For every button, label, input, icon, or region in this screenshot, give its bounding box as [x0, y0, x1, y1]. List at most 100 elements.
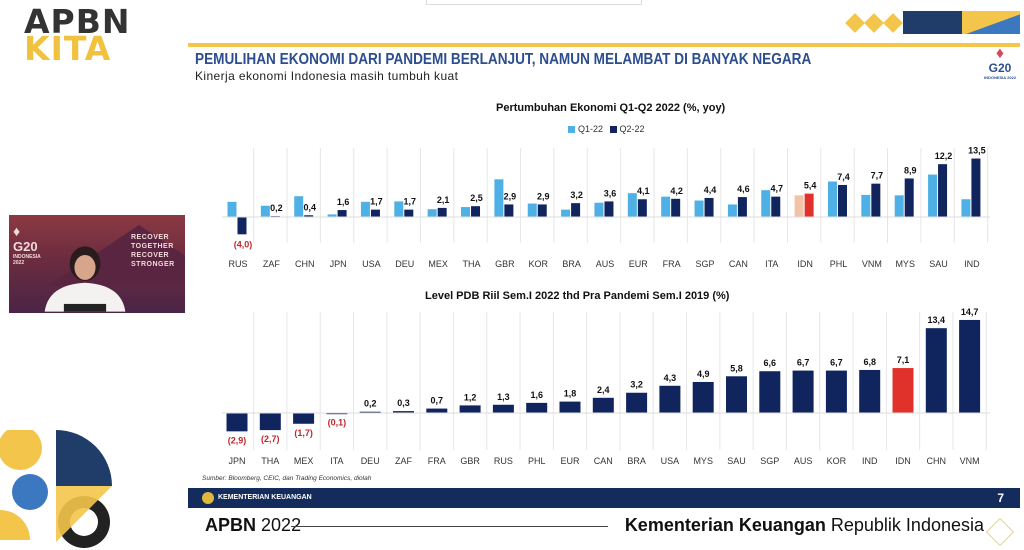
data-label: 1,6: [530, 390, 543, 400]
category-label: DEU: [395, 259, 414, 269]
category-label: MYS: [895, 259, 915, 269]
bar-q1-kor: [527, 203, 537, 217]
category-label: SGP: [760, 456, 779, 466]
footer-label: KEMENTERIAN KEUANGAN: [218, 494, 312, 501]
data-label: 2,4: [597, 385, 610, 395]
bar-q1-usa: [360, 201, 370, 217]
category-label: ITA: [765, 259, 778, 269]
bar-q2-mys: [904, 178, 914, 217]
bottom-divider: [291, 526, 608, 527]
bar-kor: [825, 370, 847, 413]
bar-can: [592, 397, 614, 413]
g20-emblem-icon: ♦: [13, 223, 21, 239]
data-label: 6,6: [764, 358, 777, 368]
bar-q2-bra: [571, 203, 581, 217]
speaker-figure: [44, 246, 126, 312]
bar-q2-vnm: [871, 183, 881, 217]
category-label: USA: [362, 259, 381, 269]
logo-line-2: KITA: [24, 29, 112, 68]
bar-q1-tha: [461, 207, 471, 217]
bar-q1-idn: [794, 195, 804, 217]
category-label: CHN: [927, 456, 947, 466]
slide-subtitle: Kinerja ekonomi Indonesia masih tumbuh k…: [195, 69, 459, 83]
bar-ita: [326, 413, 348, 415]
bar-vnm: [959, 319, 981, 413]
category-label: AUS: [794, 456, 813, 466]
bar-q1-zaf: [260, 205, 270, 217]
source-note: Sumber: Bloomberg, CEIC, dan Trading Eco…: [202, 475, 372, 482]
bar-q1-ind: [961, 199, 971, 217]
data-label: 6,7: [797, 358, 810, 368]
category-label: JPN: [228, 456, 245, 466]
bar-q2-eur: [637, 199, 647, 217]
chart1-title: Pertumbuhan Ekonomi Q1-Q2 2022 (%, yoy): [496, 102, 726, 114]
bar-deu: [359, 411, 381, 413]
data-label: 2,9: [504, 191, 517, 201]
bar-ind: [859, 369, 881, 413]
legend-swatch-q1: [568, 126, 575, 134]
kemenkeu-emblem-icon: [202, 492, 214, 504]
ministry-rest: Republik Indonesia: [830, 515, 984, 535]
bar-q2-tha: [471, 206, 481, 217]
bar-q1-mex: [427, 209, 437, 217]
bar-q2-kor: [537, 204, 547, 217]
category-label: ZAF: [395, 456, 413, 466]
data-label: (2,9): [228, 435, 247, 445]
bar-q1-phl: [827, 181, 837, 217]
bar-bra: [626, 392, 648, 413]
category-label: MEX: [428, 259, 448, 269]
corner-decoration: [0, 430, 112, 550]
category-label: EUR: [560, 456, 580, 466]
data-label: 1,7: [370, 197, 383, 207]
g20-emblem-icon: ♦: [995, 45, 1005, 62]
bar-q1-jpn: [327, 214, 337, 217]
bar-q1-bra: [561, 209, 571, 217]
bar-mys: [692, 381, 714, 413]
category-label: KOR: [827, 456, 847, 466]
data-label: 4,3: [664, 373, 677, 383]
legend-swatch-q2: [609, 126, 617, 134]
bar-q2-can: [737, 197, 747, 217]
bar-q1-eur: [627, 193, 637, 217]
apbn-label: APBN: [205, 515, 257, 535]
data-label: 0,3: [397, 398, 410, 408]
category-label: RUS: [228, 259, 247, 269]
data-label: 4,4: [704, 185, 717, 195]
page-number: 7: [997, 491, 1004, 505]
slide-title: PEMULIHAN EKONOMI DARI PANDEMI BERLANJUT…: [195, 51, 812, 68]
data-label: 3,2: [570, 190, 583, 200]
g20-logo-text: G20: [988, 61, 1012, 75]
data-label: (1,7): [294, 428, 313, 438]
bar-zaf: [393, 411, 414, 413]
webcam-g20-sub: INDONESIA 2022: [13, 254, 41, 266]
webcam-g20-text: G20: [13, 239, 38, 254]
chart1-growth: (4,0) RUS 0,2 ZAF 0,4 CHN 1,6 JPN 1,7 USA 1,7 DEU 2,…: [222, 146, 990, 269]
category-label: ITA: [330, 456, 343, 466]
tagline-line: STRONGER: [131, 261, 175, 268]
bar-q1-aus: [594, 202, 604, 217]
bar-q2-fra: [671, 198, 681, 217]
kemenkeu-emblem-icon: [985, 517, 1015, 547]
data-label: 2,5: [470, 193, 483, 203]
mountain-backdrop: [49, 225, 185, 285]
data-label: 5,8: [730, 363, 743, 373]
category-label: EUR: [629, 259, 649, 269]
bar-rus: [492, 404, 514, 413]
bar-gbr: [459, 405, 481, 413]
bar-q1-deu: [394, 201, 404, 217]
bar-fra: [426, 408, 448, 413]
data-label: 2,1: [437, 195, 450, 205]
data-label: 1,3: [497, 392, 510, 402]
bar-q2-phl: [837, 184, 847, 217]
bar-q1-fra: [661, 196, 671, 217]
g20-logo: ♦ G20 INDONESIA 2022: [982, 45, 1018, 81]
bar-q1-gbr: [494, 179, 504, 217]
chart1-legend: Q1-22 Q2-22: [560, 124, 645, 135]
data-label: 1,6: [337, 197, 350, 207]
data-label: 6,7: [830, 358, 843, 368]
bar-q2-chn: [304, 215, 314, 217]
category-label: CAN: [594, 456, 613, 466]
header-decoration: [962, 11, 1020, 34]
data-label: 8,9: [904, 165, 917, 175]
bar-q1-vnm: [861, 194, 871, 217]
